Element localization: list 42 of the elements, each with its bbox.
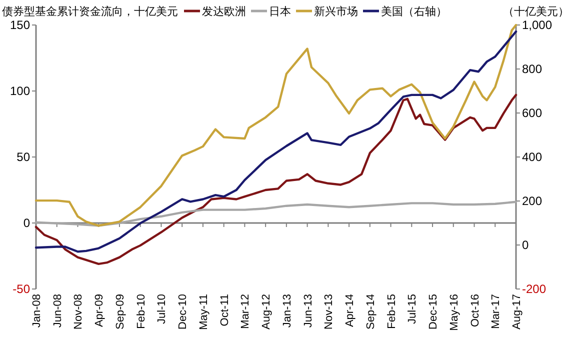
y2-tick-label: 200 xyxy=(522,194,542,208)
y-tick-label: -50 xyxy=(12,282,30,296)
x-tick-label: Jul-10 xyxy=(156,294,168,324)
x-tick-label: Aug-17 xyxy=(511,294,523,330)
x-tick-label: Jan-13 xyxy=(281,294,294,328)
x-tick-label: Mar-12 xyxy=(240,294,252,329)
x-tick-label: Mar-17 xyxy=(490,294,502,329)
x-tick-label: Aug-12 xyxy=(260,294,273,330)
x-tick-label: Nov-08 xyxy=(72,294,85,330)
y-tick-label: 150 xyxy=(10,18,30,32)
x-tick-label: Jun-08 xyxy=(52,294,64,328)
x-tick-label: Jan-08 xyxy=(31,294,43,328)
x-tick-label: Dec-15 xyxy=(428,294,440,330)
x-tick-label: Sep-14 xyxy=(364,294,377,330)
y2label: （十亿美元） xyxy=(503,6,569,18)
y2-tick-label: 0 xyxy=(522,238,529,252)
y2-tick-label: -200 xyxy=(522,282,546,296)
title: 债券型基金累计资金流向，十亿美元 xyxy=(2,6,178,18)
x-tick-label: Apr-09 xyxy=(94,294,106,328)
legend-label: 美国（右轴） xyxy=(381,5,447,18)
x-tick-label: Oct-16 xyxy=(469,294,482,328)
x-tick-label: Feb-10 xyxy=(135,294,148,329)
y2-tick-label: 400 xyxy=(522,150,542,164)
y-tick-label: 100 xyxy=(10,84,30,98)
y-tick-label: 50 xyxy=(16,150,30,164)
x-tick-label: Oct-11 xyxy=(218,294,231,326)
x-tick-label: May-11 xyxy=(198,294,210,330)
y2-tick-label: 1,000 xyxy=(522,18,552,32)
x-tick-label: Feb-15 xyxy=(386,294,398,329)
y-tick-label: 0 xyxy=(23,216,30,230)
x-tick-label: Sep-09 xyxy=(114,294,126,330)
legend-label: 日本 xyxy=(269,5,291,18)
x-tick-label: Dec-10 xyxy=(177,294,190,330)
x-tick-label: Apr-14 xyxy=(344,294,356,328)
legend-label: 发达欧洲 xyxy=(202,5,246,18)
y2-tick-label: 800 xyxy=(522,62,542,76)
x-tick-label: May-16 xyxy=(448,294,460,331)
y2-tick-label: 600 xyxy=(522,106,542,120)
legend-label: 新兴市场 xyxy=(314,5,358,18)
x-tick-label: Jun-13 xyxy=(302,294,314,328)
x-tick-label: Nov-13 xyxy=(323,294,336,330)
x-tick-label: Jul-15 xyxy=(406,294,419,324)
